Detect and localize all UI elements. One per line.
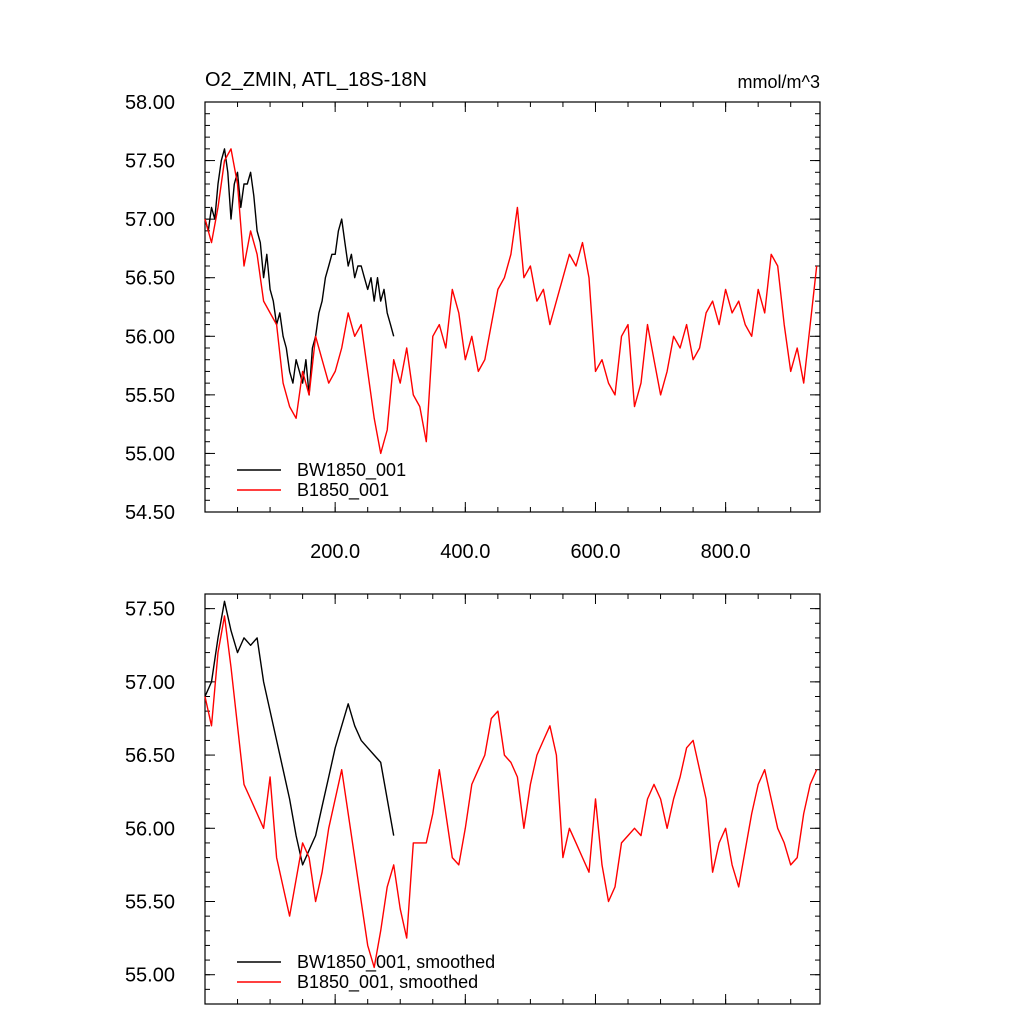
y-tick-label: 55.50 <box>125 385 175 407</box>
bottom-series-group <box>204 600 818 969</box>
top-series-group <box>204 148 818 455</box>
y-tick-label: 56.00 <box>125 326 175 348</box>
y-tick-label: 55.00 <box>125 965 175 987</box>
top-chart-title: O2_ZMIN, ATL_18S-18N <box>205 69 427 91</box>
series-line-b1850-001 <box>204 148 818 455</box>
bottom-plot-frame <box>204 593 821 1005</box>
legend-label: B1850_001, smoothed <box>297 972 478 993</box>
legend-label: BW1850_001 <box>297 460 406 481</box>
y-tick-label: 56.50 <box>125 268 175 290</box>
y-tick-label: 54.50 <box>125 502 175 524</box>
y-tick-label: 56.50 <box>125 745 175 767</box>
y-tick-label: 56.00 <box>125 818 175 840</box>
top-units-label: mmol/m^3 <box>738 72 820 92</box>
x-tick-label: 600.0 <box>570 541 620 563</box>
y-tick-label: 57.50 <box>125 151 175 173</box>
y-tick-label: 58.00 <box>125 92 175 114</box>
y-tick-label: 57.50 <box>125 599 175 621</box>
legend-label: BW1850_001, smoothed <box>297 952 495 973</box>
legend-label: B1850_001 <box>297 480 389 501</box>
bottom-axis-ticks: 55.00 55.50 56.00 56.50 57.00 57.50 <box>125 593 820 1005</box>
x-tick-label: 400.0 <box>440 541 490 563</box>
top-plot-frame <box>204 101 821 513</box>
y-tick-label: 57.00 <box>125 209 175 231</box>
bottom-panel: 55.00 55.50 56.00 56.50 57.00 57.50 BW1850_00… <box>125 593 821 1005</box>
series-line-b1850-001-smoothed <box>204 615 818 969</box>
top-panel: O2_ZMIN, ATL_18S-18N mmol/m^3 54.50 55.00… <box>125 69 821 563</box>
y-tick-label: 55.00 <box>125 443 175 465</box>
y-tick-label: 57.00 <box>125 672 175 694</box>
x-tick-label: 200.0 <box>310 541 360 563</box>
series-line-bw1850-001-smoothed <box>204 600 395 866</box>
top-axis-ticks: 54.50 55.00 55.50 56.00 56.50 57.00 57.50 58.00… <box>125 92 820 563</box>
y-tick-label: 55.50 <box>125 892 175 914</box>
x-tick-label: 800.0 <box>701 541 751 563</box>
